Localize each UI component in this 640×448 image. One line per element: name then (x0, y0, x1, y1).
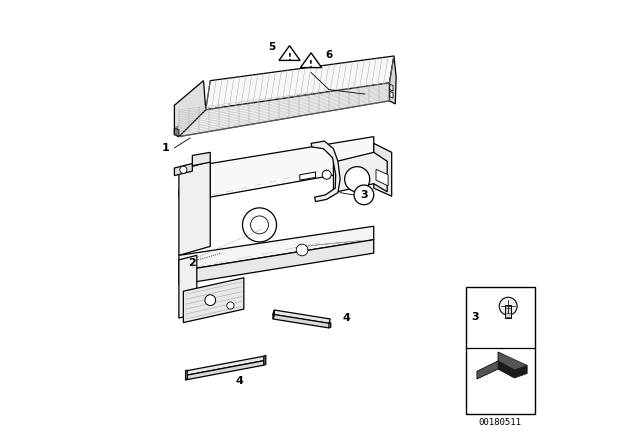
Polygon shape (390, 91, 393, 98)
Polygon shape (179, 161, 210, 255)
Bar (466, 287, 535, 414)
Text: 2: 2 (188, 258, 196, 268)
Polygon shape (498, 352, 527, 378)
Polygon shape (174, 164, 192, 176)
Polygon shape (273, 310, 330, 323)
Circle shape (296, 244, 308, 256)
Polygon shape (333, 152, 387, 193)
Polygon shape (329, 323, 331, 328)
Polygon shape (477, 361, 515, 379)
Polygon shape (273, 310, 275, 319)
Polygon shape (179, 240, 374, 284)
Polygon shape (179, 161, 374, 197)
Polygon shape (174, 128, 179, 137)
Text: 3: 3 (360, 190, 368, 200)
Polygon shape (184, 278, 244, 323)
Polygon shape (264, 355, 266, 365)
Polygon shape (376, 169, 388, 186)
Circle shape (354, 185, 374, 205)
Polygon shape (273, 314, 330, 328)
Polygon shape (186, 361, 264, 380)
Circle shape (250, 216, 269, 234)
Text: !: ! (287, 53, 291, 62)
Polygon shape (498, 352, 527, 370)
Polygon shape (179, 226, 374, 271)
Polygon shape (390, 84, 393, 91)
Polygon shape (374, 143, 392, 196)
Circle shape (344, 167, 370, 192)
Polygon shape (300, 172, 316, 180)
Text: 4: 4 (343, 313, 351, 323)
Text: 5: 5 (268, 43, 275, 52)
Polygon shape (389, 56, 396, 104)
Text: 3: 3 (472, 312, 479, 323)
Polygon shape (179, 83, 389, 137)
Polygon shape (179, 255, 197, 318)
Polygon shape (301, 53, 321, 68)
Circle shape (180, 166, 187, 173)
Polygon shape (192, 152, 210, 166)
Polygon shape (311, 141, 340, 202)
Text: !: ! (309, 60, 313, 69)
Circle shape (499, 297, 517, 315)
Polygon shape (174, 81, 206, 137)
Circle shape (205, 295, 216, 306)
Text: 6: 6 (326, 50, 333, 60)
Polygon shape (186, 356, 264, 375)
Polygon shape (210, 137, 374, 197)
Polygon shape (186, 370, 188, 380)
Polygon shape (279, 46, 300, 60)
Polygon shape (206, 56, 394, 110)
Text: 4: 4 (236, 376, 243, 386)
Polygon shape (477, 361, 498, 379)
Circle shape (243, 208, 276, 242)
Text: 00180511: 00180511 (479, 418, 522, 427)
Circle shape (323, 170, 332, 179)
Text: 1: 1 (161, 143, 170, 153)
Circle shape (227, 302, 234, 309)
Bar (506, 306, 511, 318)
